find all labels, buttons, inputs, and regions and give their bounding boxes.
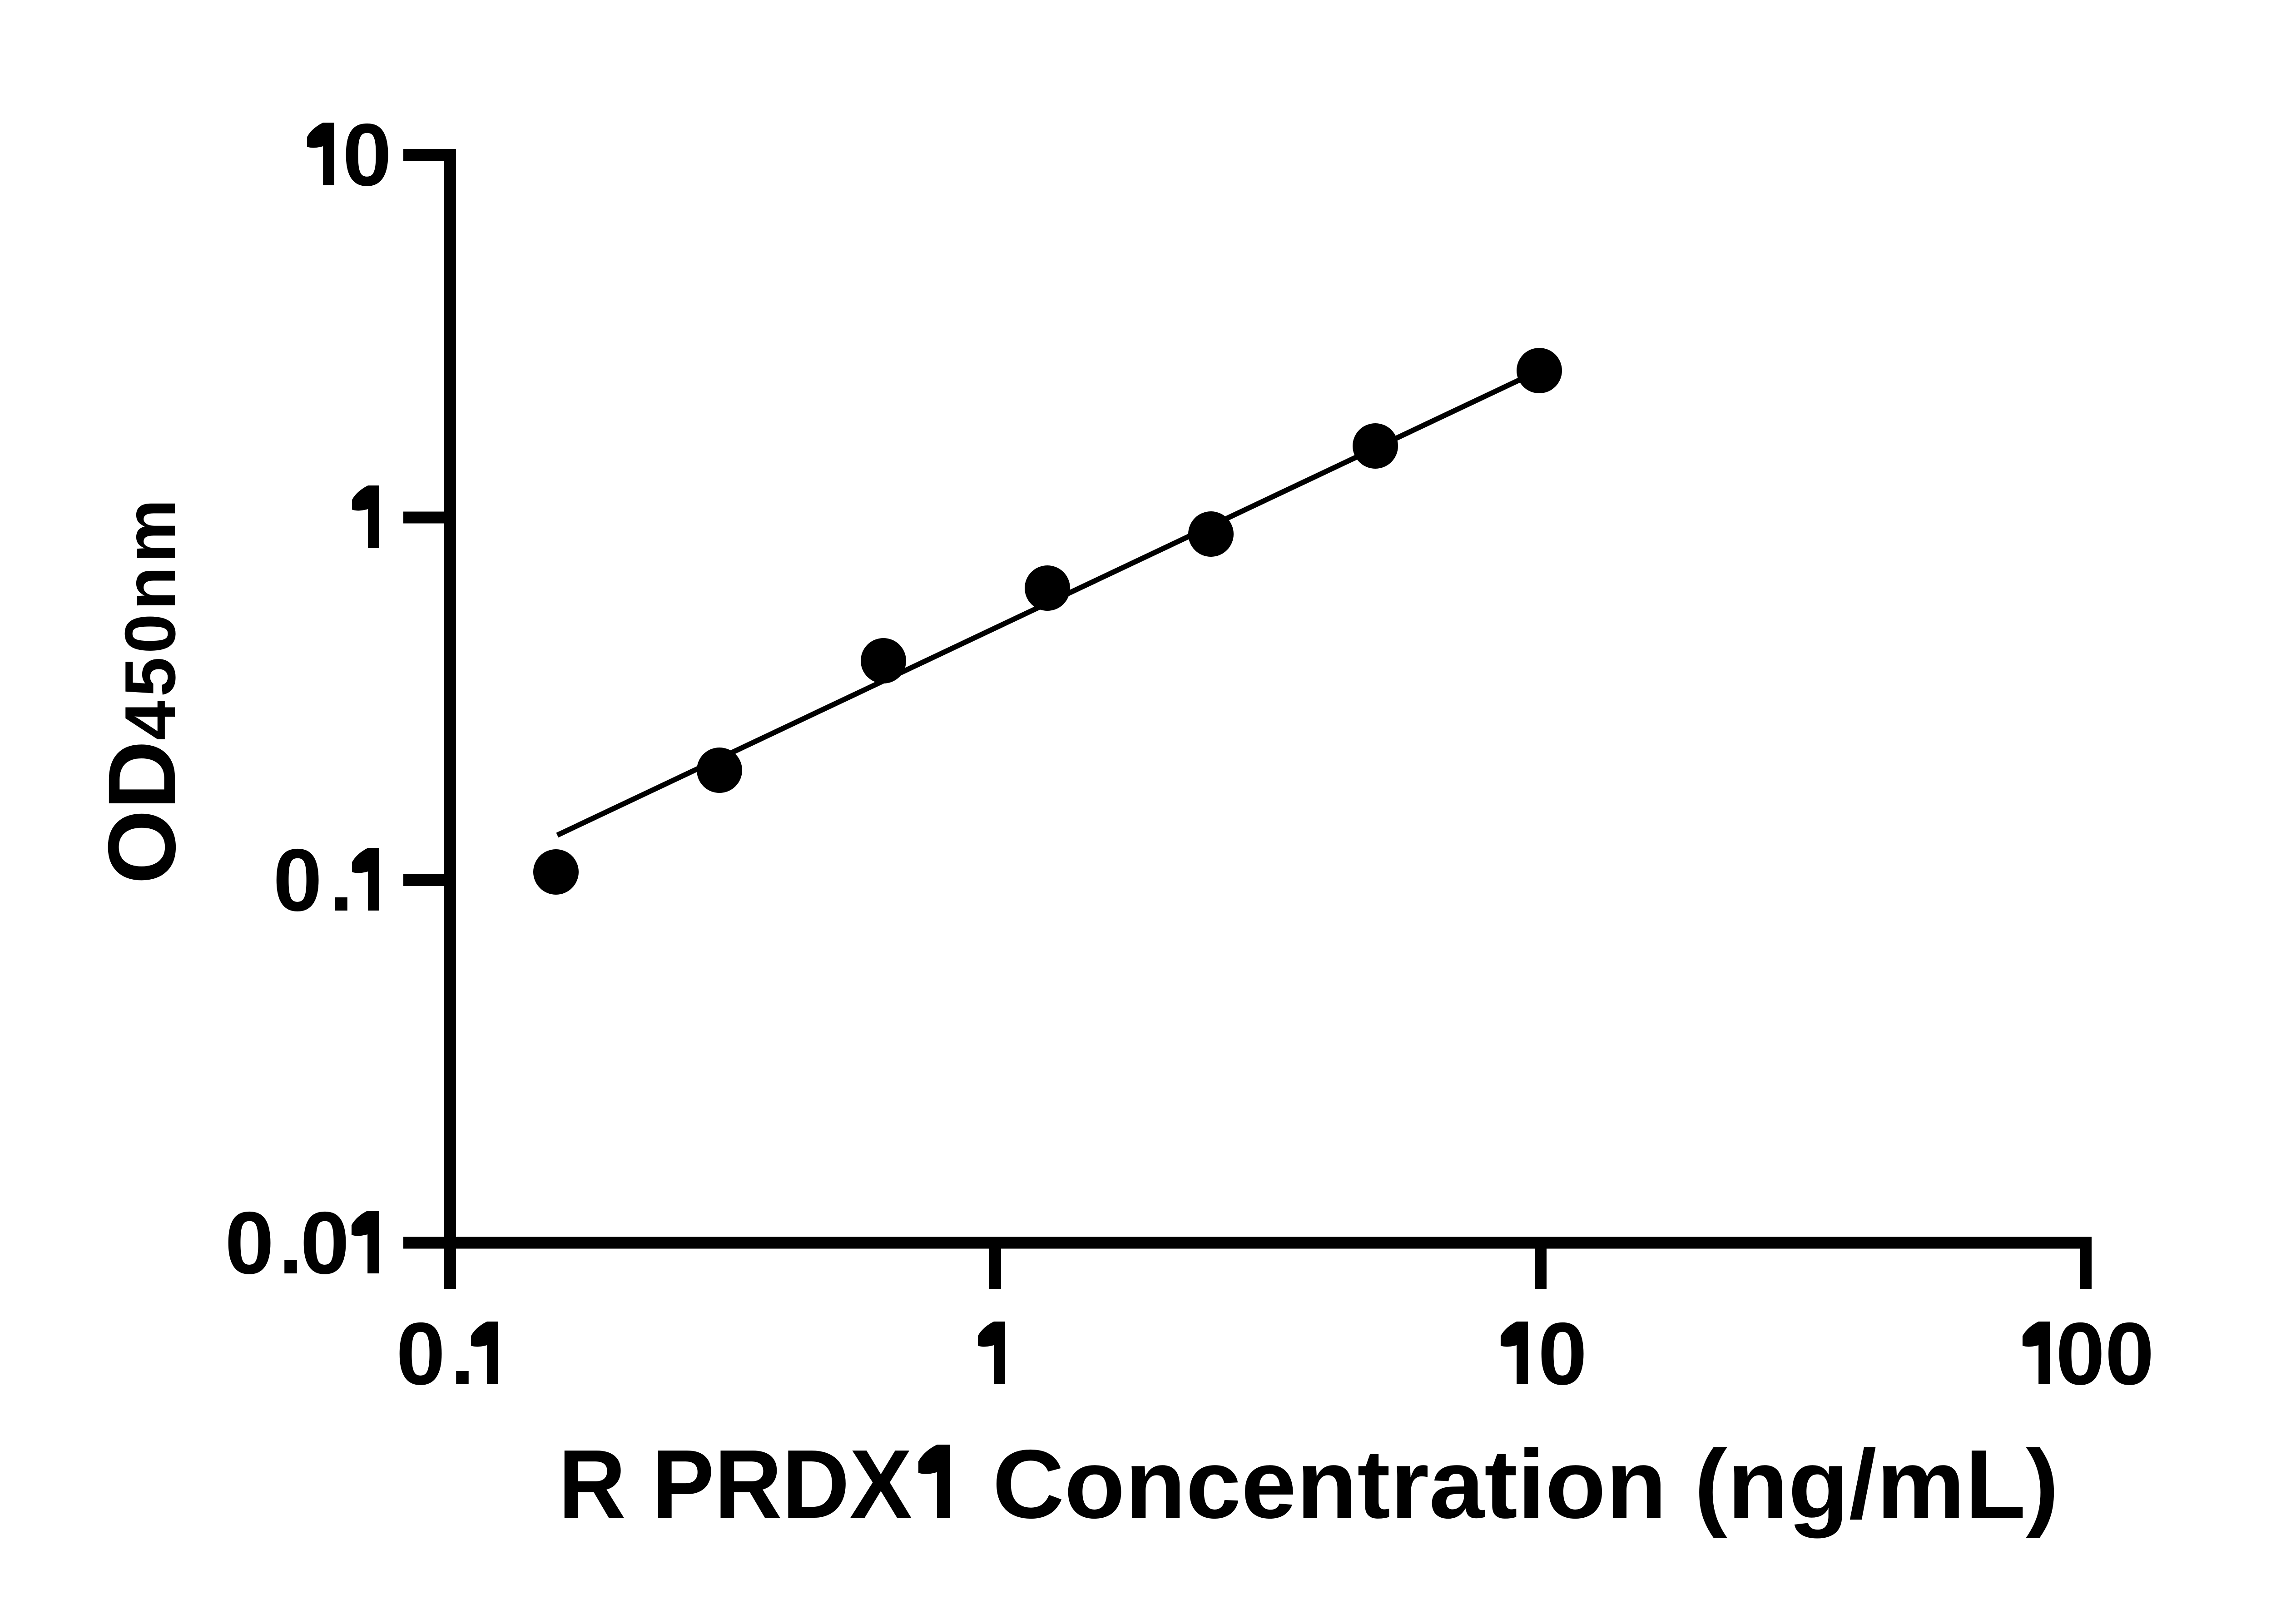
svg-text:.: . xyxy=(329,831,353,930)
svg-text:0: 0 xyxy=(1538,1304,1587,1403)
svg-text:0: 0 xyxy=(273,831,322,930)
svg-text:0: 0 xyxy=(342,105,392,204)
svg-text:OD: OD xyxy=(88,741,195,885)
svg-text:0: 0 xyxy=(396,1304,445,1403)
svg-text:.: . xyxy=(450,1304,475,1403)
svg-text:.: . xyxy=(278,1193,303,1292)
svg-text:450nm: 450nm xyxy=(110,499,190,740)
svg-text:0: 0 xyxy=(225,1193,274,1292)
svg-text:00: 00 xyxy=(2056,1304,2154,1403)
svg-text:Concentration (ng/mL): Concentration (ng/mL) xyxy=(992,1429,2059,1539)
svg-text:R PRDX: R PRDX xyxy=(558,1429,912,1539)
svg-text:0: 0 xyxy=(300,1193,349,1292)
